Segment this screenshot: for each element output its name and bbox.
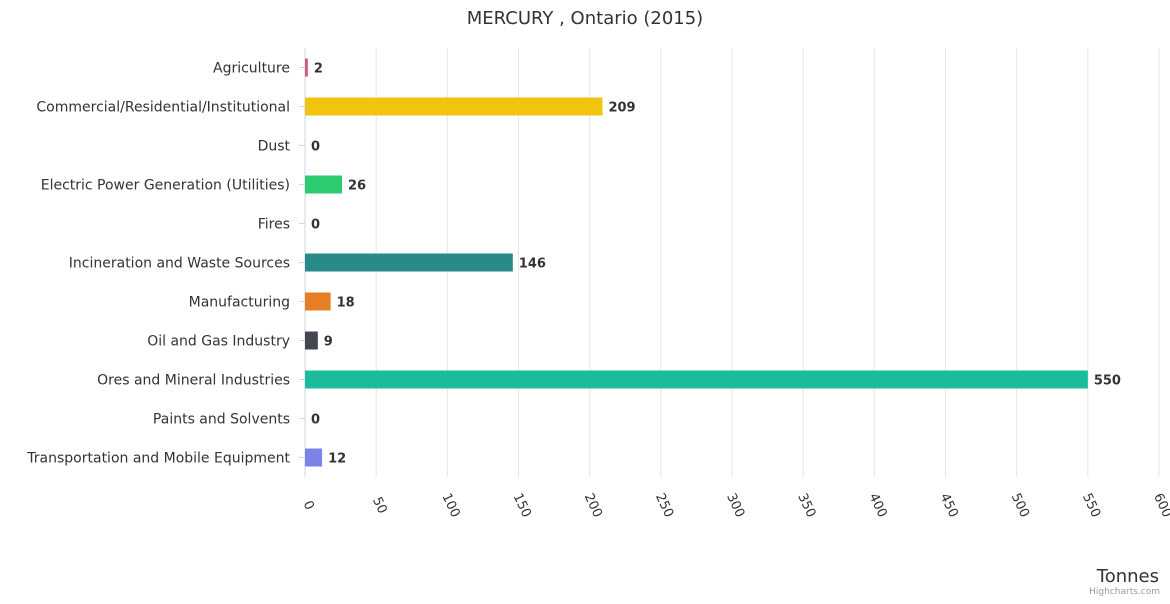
data-label: 0	[311, 218, 320, 233]
data-label: 2	[314, 62, 323, 77]
data-label: 26	[348, 179, 366, 194]
category-label: Incineration and Waste Sources	[69, 256, 290, 272]
bars	[305, 58, 1088, 467]
bar[interactable]	[305, 292, 331, 311]
category-label: Dust	[258, 139, 291, 155]
data-label: 0	[311, 413, 320, 428]
bar[interactable]	[305, 331, 318, 350]
category-label: Manufacturing	[189, 295, 290, 311]
category-label: Paints and Solvents	[153, 412, 290, 428]
category-label: Electric Power Generation (Utilities)	[41, 178, 290, 194]
data-label: 9	[324, 335, 333, 350]
category-label: Transportation and Mobile Equipment	[26, 451, 290, 467]
data-label: 209	[608, 101, 635, 116]
data-label: 12	[328, 452, 346, 467]
data-label: 146	[519, 257, 546, 272]
data-label: 550	[1094, 374, 1121, 389]
credits-link[interactable]: Highcharts.com	[1089, 587, 1160, 597]
category-label: Commercial/Residential/Institutional	[36, 100, 290, 116]
bar[interactable]	[305, 58, 308, 77]
bar[interactable]	[305, 370, 1088, 389]
data-label: 0	[311, 140, 320, 155]
x-tick-label: 50	[369, 495, 390, 516]
chart-title: MERCURY , Ontario (2015)	[467, 8, 703, 29]
bar[interactable]	[305, 253, 513, 272]
category-labels: Agriculture Commercial/Residential/Instit…	[26, 61, 290, 467]
category-label: Oil and Gas Industry	[147, 334, 290, 350]
data-label: 18	[337, 296, 355, 311]
bar[interactable]	[305, 448, 323, 467]
bar[interactable]	[305, 175, 343, 194]
category-label: Ores and Mineral Industries	[97, 373, 290, 389]
category-label: Agriculture	[213, 61, 290, 77]
category-label: Fires	[258, 217, 290, 233]
x-axis-title: Tonnes	[1096, 566, 1159, 587]
bar[interactable]	[305, 97, 603, 116]
data-labels: 2 209 0 26 0 146 18 9 550 0 12	[311, 62, 1121, 467]
